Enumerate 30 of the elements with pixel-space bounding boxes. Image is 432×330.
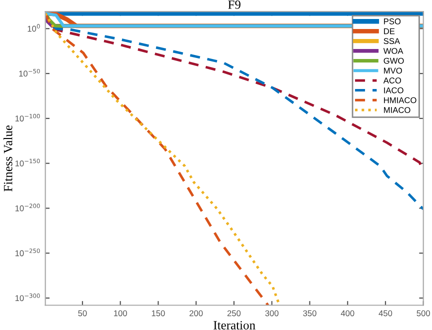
y-tick-label: 10$^{0}$ [28,24,40,32]
legend-label: MVO [384,68,402,74]
legend-label: MIACO [384,107,410,113]
y-tick-label: 10$^{−150}$ [15,158,40,166]
x-axis-title: Iteration [214,321,256,330]
legend-label: PSO [384,18,401,24]
y-tick-label: 10$^{−100}$ [15,114,40,122]
x-tick-label: 300 [265,310,278,316]
chart-title: F9 [228,0,240,9]
y-tick-label: 10$^{−50}$ [19,68,40,77]
x-tick-label: 150 [152,310,165,316]
legend-label: WOA [383,48,404,54]
y-axis-title: Fitness Value [3,125,12,192]
x-tick-label: 400 [340,310,354,316]
x-tick-label: 350 [303,310,316,316]
legend-label: HMIACO [384,97,416,104]
legend-label: SSA [384,38,400,44]
legend-label: IACO [384,87,404,94]
legend-label: ACO [383,78,402,84]
legend-label: DE [384,28,395,34]
x-tick-label: 450 [378,310,392,316]
x-tick-label: 500 [416,310,430,316]
legend-label: GWO [384,58,404,64]
x-tick-label: 50 [78,310,87,316]
y-tick-label: 10$^{−200}$ [15,204,40,212]
x-tick-label: 250 [227,310,241,316]
x-tick-label: 200 [190,310,203,316]
y-tick-label: 10$^{−250}$ [15,248,40,256]
y-tick-label: 10$^{−300}$ [15,294,40,302]
x-tick-label: 100 [114,310,127,316]
